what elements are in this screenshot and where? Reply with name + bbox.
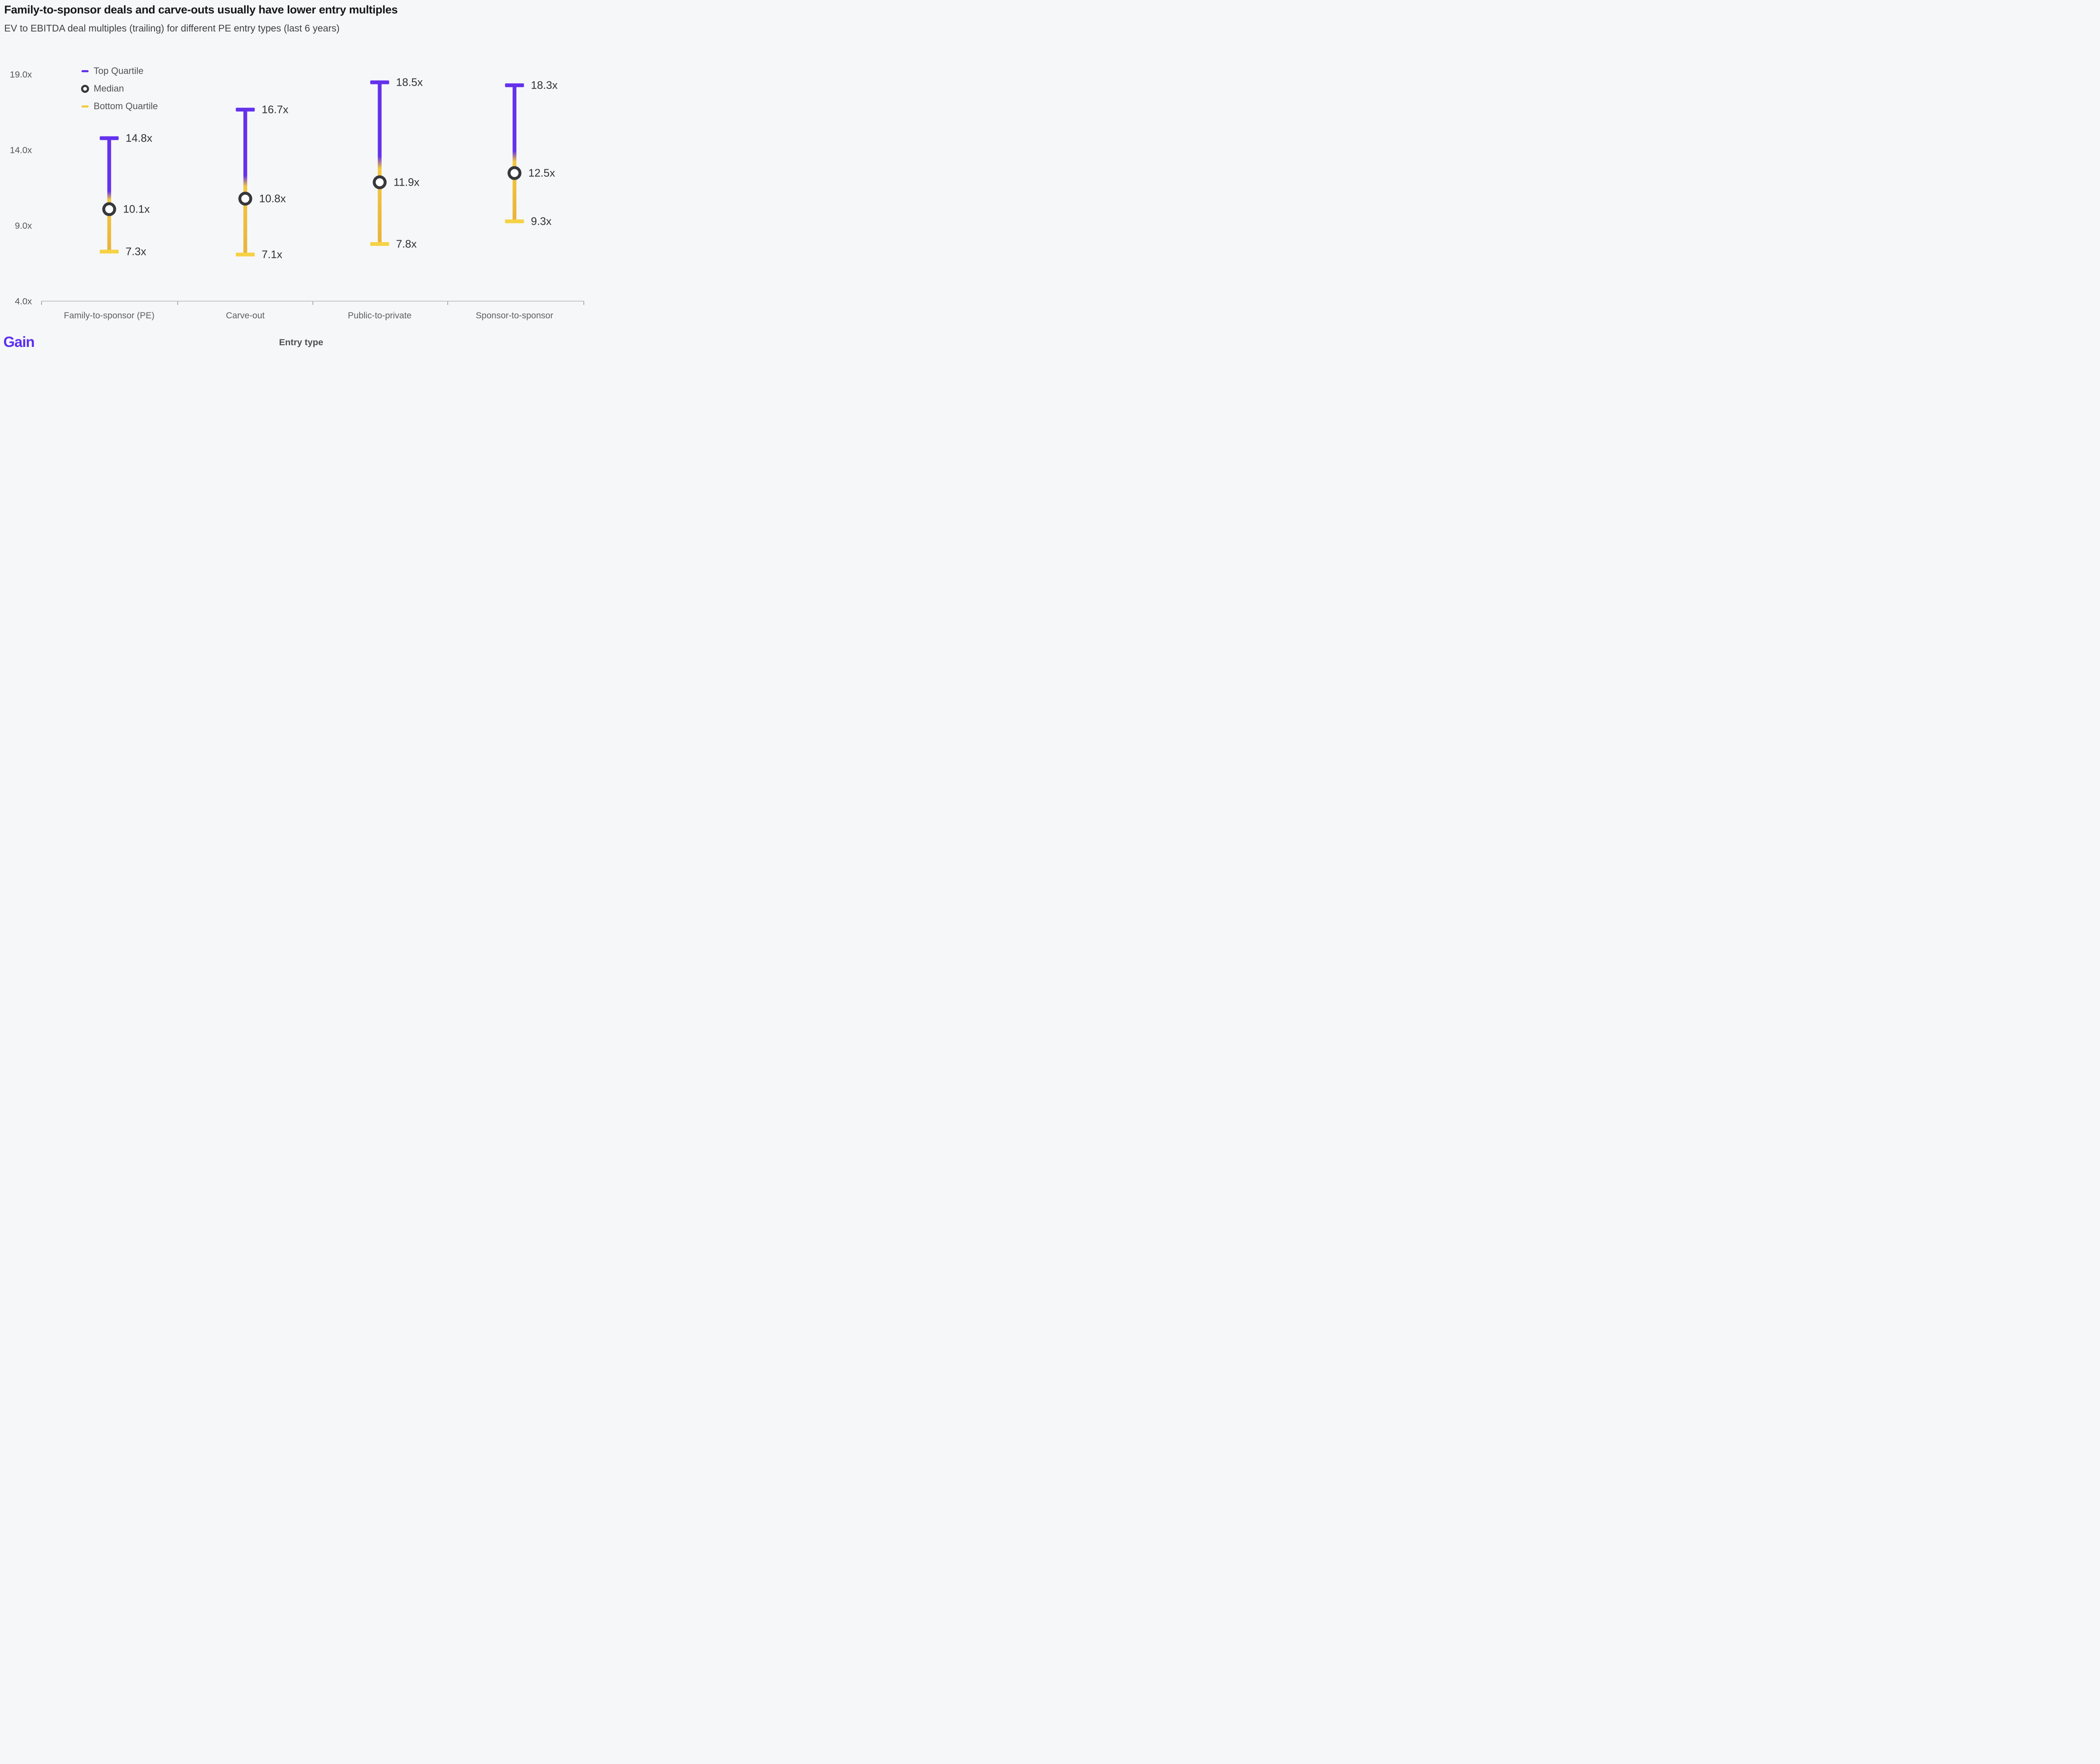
legend-item-label: Median	[94, 83, 124, 94]
dash-icon	[78, 105, 92, 108]
y-axis-tick-label: 14.0x	[10, 145, 32, 155]
y-axis-tick-label: 4.0x	[15, 296, 32, 307]
value-label-top: 18.3x	[531, 79, 558, 92]
value-label-top: 14.8x	[126, 131, 152, 144]
x-axis-tick	[447, 302, 448, 305]
ring-icon	[78, 84, 92, 93]
bottom-quartile-cap	[236, 252, 255, 257]
legend: Top Quartile Median Bottom Quartile	[78, 62, 158, 115]
bottom-quartile-cap	[370, 242, 389, 246]
legend-item-top-quartile: Top Quartile	[78, 62, 158, 80]
x-axis-line	[41, 301, 584, 302]
bottom-quartile-cap	[100, 249, 119, 254]
legend-item-bottom-quartile: Bottom Quartile	[78, 97, 158, 115]
top-quartile-cap	[236, 108, 255, 112]
top-quartile-cap	[505, 83, 524, 87]
value-label-bottom: 7.1x	[262, 248, 283, 261]
page-subtitle: EV to EBITDA deal multiples (trailing) f…	[4, 23, 340, 34]
category-label: Family-to-sponsor (PE)	[64, 311, 155, 320]
quartile-range-bar	[107, 138, 111, 252]
y-axis-tick-label: 19.0x	[10, 69, 32, 80]
value-label-bottom: 7.3x	[126, 245, 147, 258]
value-label-bottom: 7.8x	[396, 237, 417, 250]
value-label-median: 10.1x	[123, 202, 150, 215]
top-quartile-cap	[100, 136, 119, 140]
legend-item-label: Bottom Quartile	[94, 101, 158, 111]
value-label-bottom: 9.3x	[531, 215, 552, 228]
bottom-quartile-cap	[505, 219, 524, 223]
brand-logo: Gain	[3, 334, 35, 350]
quartile-range-bar	[378, 82, 382, 244]
x-axis-tick	[583, 302, 584, 305]
value-label-top: 18.5x	[396, 76, 423, 89]
chart-canvas: Family-to-sponsor deals and carve-outs u…	[0, 0, 588, 353]
dash-icon	[78, 70, 92, 72]
quartile-range-bar	[243, 109, 247, 255]
legend-item-label: Top Quartile	[94, 66, 144, 76]
x-axis-title: Entry type	[279, 337, 323, 347]
quartile-range-bar	[512, 85, 517, 222]
median-ring	[507, 166, 522, 180]
x-axis-tick	[41, 302, 42, 305]
median-ring	[102, 202, 116, 216]
median-ring	[238, 192, 252, 206]
value-label-median: 11.9x	[394, 176, 420, 189]
x-axis-tick	[177, 302, 178, 305]
median-ring	[373, 175, 387, 189]
x-axis-tick	[312, 302, 313, 305]
legend-item-median: Median	[78, 80, 158, 97]
top-quartile-cap	[370, 80, 389, 84]
value-label-top: 16.7x	[262, 103, 289, 116]
category-label: Public-to-private	[348, 311, 412, 320]
page-title: Family-to-sponsor deals and carve-outs u…	[4, 3, 398, 16]
category-label: Sponsor-to-sponsor	[475, 311, 554, 320]
y-axis-tick-label: 9.0x	[15, 220, 32, 231]
value-label-median: 10.8x	[259, 192, 286, 205]
value-label-median: 12.5x	[528, 166, 555, 179]
category-label: Carve-out	[226, 311, 265, 320]
